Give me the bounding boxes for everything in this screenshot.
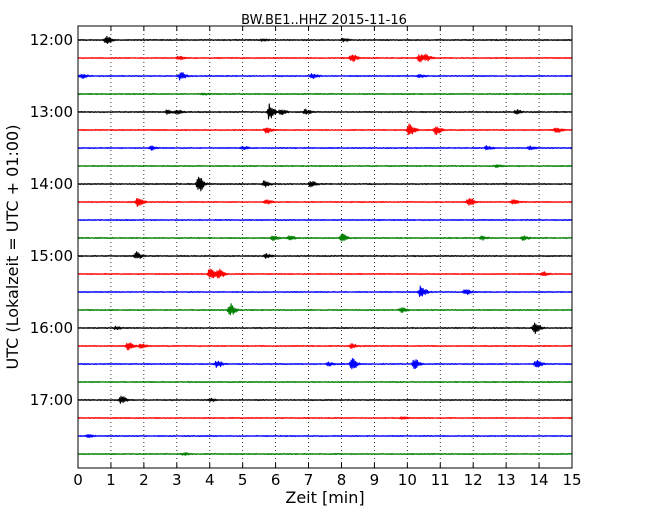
trace-line <box>77 218 573 222</box>
trace-line <box>77 434 573 439</box>
x-tick-label: 10 <box>398 471 417 489</box>
y-tick-label: 15:00 <box>30 247 73 265</box>
trace-line <box>77 145 573 151</box>
trace-line <box>77 452 573 457</box>
x-axis-ticks: 0 1 2 3 4 5 6 7 8 9 10 11 12 13 14 15 <box>73 26 582 489</box>
x-tick-label: 11 <box>431 471 450 489</box>
trace-line <box>77 251 573 259</box>
y-tick-label: 17:00 <box>30 391 73 409</box>
trace-line <box>77 285 573 297</box>
trace-line <box>77 35 573 44</box>
x-tick-label: 4 <box>205 471 215 489</box>
trace-line <box>77 268 573 279</box>
trace-line <box>77 123 573 136</box>
trace-line <box>77 72 573 81</box>
x-tick-label: 5 <box>238 471 248 489</box>
x-tick-label: 12 <box>464 471 483 489</box>
chart-title: BW.BE1..HHZ 2015-11-16 <box>241 13 407 28</box>
trace-line <box>77 416 573 420</box>
plot-frame <box>77 25 573 469</box>
y-axis-label: UTC (Lokalzeit = UTC + 01:00) <box>3 125 22 370</box>
seismic-traces <box>77 35 573 457</box>
x-tick-label: 14 <box>530 471 549 489</box>
x-tick-label: 0 <box>73 471 83 489</box>
trace-line <box>77 342 573 351</box>
y-tick-label: 14:00 <box>30 175 73 193</box>
grid-lines <box>110 26 540 468</box>
trace-line <box>77 357 573 370</box>
x-tick-label: 6 <box>271 471 281 489</box>
trace-line <box>77 53 573 63</box>
trace-line <box>77 103 573 120</box>
x-tick-label: 2 <box>139 471 149 489</box>
trace-line <box>77 164 573 169</box>
x-tick-label: 8 <box>337 471 347 489</box>
trace-line <box>77 92 573 96</box>
x-tick-label: 15 <box>562 471 581 489</box>
y-tick-label: 13:00 <box>30 103 73 121</box>
x-tick-label: 3 <box>172 471 182 489</box>
trace-line <box>77 176 573 192</box>
trace-line <box>77 197 573 208</box>
trace-line <box>77 380 573 384</box>
y-axis-ticks: 12:00 13:00 14:00 15:00 16:00 17:00 <box>30 31 572 409</box>
x-tick-label: 1 <box>106 471 116 489</box>
y-tick-label: 12:00 <box>30 31 73 49</box>
x-tick-label: 13 <box>497 471 516 489</box>
trace-line <box>77 322 573 334</box>
x-axis-label: Zeit [min] <box>285 488 364 507</box>
x-tick-label: 9 <box>370 471 380 489</box>
trace-line <box>77 303 573 316</box>
trace-line <box>77 395 573 404</box>
x-tick-label: 7 <box>304 471 314 489</box>
trace-line <box>77 233 573 242</box>
y-tick-label: 16:00 <box>30 319 73 337</box>
